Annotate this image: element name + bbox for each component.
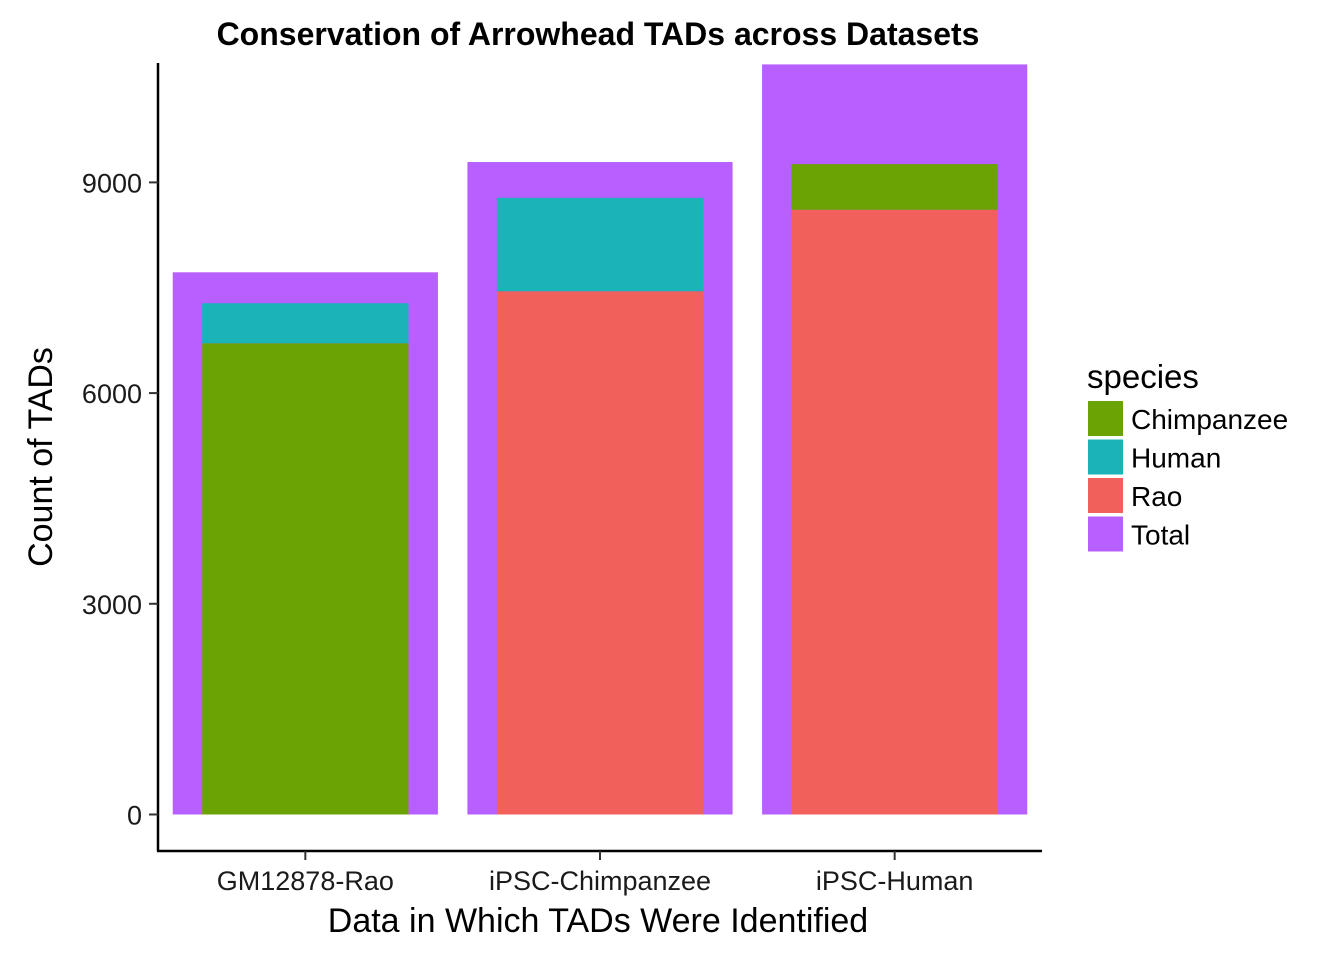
legend-title: species: [1087, 358, 1199, 395]
legend-label-human: Human: [1131, 443, 1221, 474]
y-axis-label: Count of TADs: [22, 347, 60, 567]
x-tick-label: iPSC-Human: [816, 866, 974, 896]
legend-label-total: Total: [1131, 520, 1190, 551]
y-tick-label: 9000: [82, 168, 142, 198]
legend-label-rao: Rao: [1131, 481, 1182, 512]
y-ticks: 0 3000 6000 9000: [82, 168, 158, 830]
bar-rao-ipsc-human: [791, 209, 998, 815]
legend-swatch-total: [1088, 516, 1123, 552]
legend: species Chimpanzee Human Rao Total: [1087, 358, 1288, 552]
bars-group: [172, 64, 1028, 815]
y-tick-label: 0: [127, 800, 142, 830]
legend-swatch-rao: [1088, 478, 1123, 513]
legend-swatch-chimpanzee: [1088, 401, 1123, 436]
bar-chimpanzee-ipsc-human: [791, 164, 998, 210]
x-axis-label: Data in Which TADs Were Identified: [328, 902, 868, 940]
bar-chimpanzee-gm12878-rao: [202, 343, 409, 815]
legend-swatch-human: [1088, 439, 1123, 475]
bar-human-gm12878-rao: [202, 303, 409, 344]
x-ticks: GM12878-Rao iPSC-Chimpanzee iPSC-Human: [217, 851, 974, 896]
bar-human-ipsc-chimpanzee: [496, 197, 704, 292]
bar-rao-ipsc-chimpanzee: [496, 291, 704, 815]
chart-title: Conservation of Arrowhead TADs across Da…: [217, 16, 980, 52]
y-tick-label: 6000: [82, 379, 142, 409]
legend-label-chimpanzee: Chimpanzee: [1131, 404, 1288, 435]
x-tick-label: iPSC-Chimpanzee: [489, 866, 711, 896]
x-tick-label: GM12878-Rao: [217, 866, 394, 896]
y-tick-label: 3000: [82, 590, 142, 620]
